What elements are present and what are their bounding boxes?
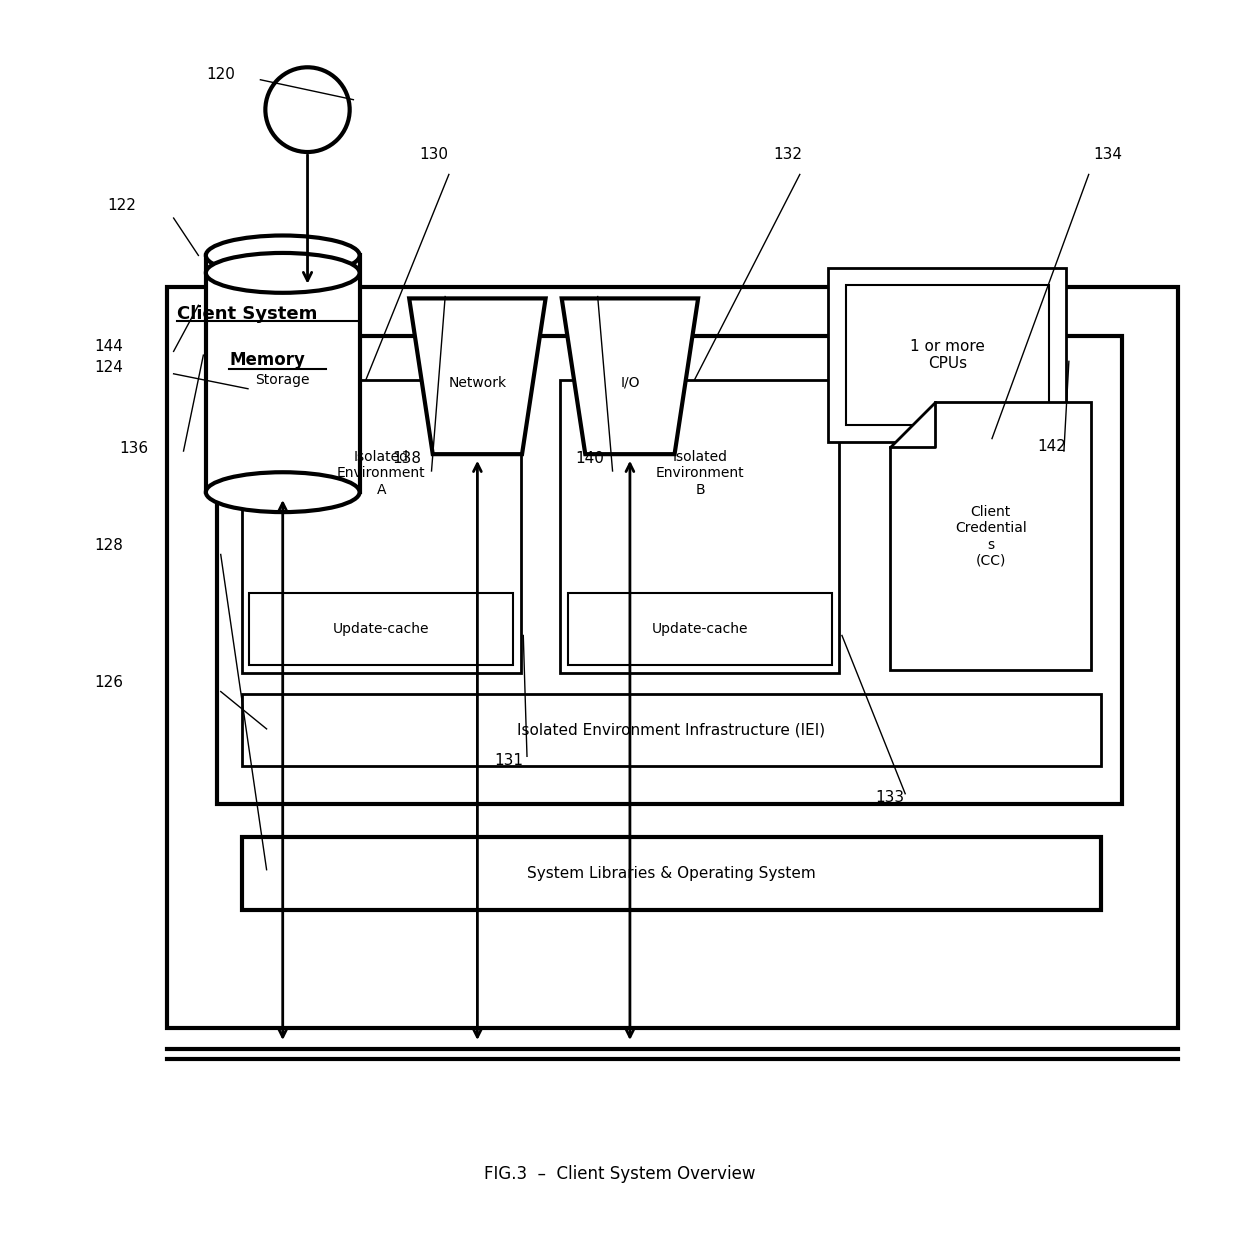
Text: 144: 144 <box>94 339 124 354</box>
Text: Network: Network <box>449 375 506 390</box>
Text: 134: 134 <box>1092 147 1122 162</box>
Bar <box>249 593 513 665</box>
Text: Isolated Environment Infrastructure (IEI): Isolated Environment Infrastructure (IEI… <box>517 723 826 738</box>
Circle shape <box>265 67 350 152</box>
Text: Isolated
Environment
A: Isolated Environment A <box>337 450 425 497</box>
Text: System Libraries & Operating System: System Libraries & Operating System <box>527 866 816 881</box>
Text: 128: 128 <box>94 538 124 553</box>
Bar <box>560 380 839 673</box>
Bar <box>828 268 1066 442</box>
Text: 133: 133 <box>875 790 905 805</box>
Text: Client
Credential
s
(CC): Client Credential s (CC) <box>955 505 1027 568</box>
Text: 130: 130 <box>419 147 449 162</box>
Text: 1 or more
CPUs: 1 or more CPUs <box>910 339 985 371</box>
Polygon shape <box>409 299 546 455</box>
Text: Storage: Storage <box>255 373 310 388</box>
Text: I/O: I/O <box>620 375 640 390</box>
Text: Memory: Memory <box>229 351 305 369</box>
Text: 138: 138 <box>392 451 422 466</box>
Bar <box>217 336 1122 804</box>
Bar <box>568 593 832 665</box>
Ellipse shape <box>206 253 360 293</box>
Bar <box>242 837 1101 910</box>
Text: 131: 131 <box>494 753 523 768</box>
Bar <box>846 285 1049 425</box>
Text: 136: 136 <box>119 441 149 456</box>
Text: 132: 132 <box>773 147 802 162</box>
Bar <box>242 380 521 673</box>
Text: 142: 142 <box>1037 439 1066 454</box>
Ellipse shape <box>206 235 360 275</box>
Ellipse shape <box>206 472 360 512</box>
Text: 140: 140 <box>575 451 605 466</box>
Text: 124: 124 <box>94 360 124 375</box>
Text: 122: 122 <box>107 198 136 213</box>
Bar <box>206 255 360 492</box>
Text: Isolated
Environment
B: Isolated Environment B <box>656 450 744 497</box>
Polygon shape <box>890 402 1091 670</box>
Text: 126: 126 <box>94 675 124 690</box>
Bar <box>242 694 1101 766</box>
Bar <box>167 287 1178 1028</box>
Text: Update-cache: Update-cache <box>334 622 429 637</box>
Text: Update-cache: Update-cache <box>652 622 748 637</box>
Text: Client System: Client System <box>177 305 317 323</box>
Text: FIG.3  –  Client System Overview: FIG.3 – Client System Overview <box>485 1165 755 1182</box>
Text: 120: 120 <box>206 67 236 82</box>
Polygon shape <box>562 299 698 455</box>
